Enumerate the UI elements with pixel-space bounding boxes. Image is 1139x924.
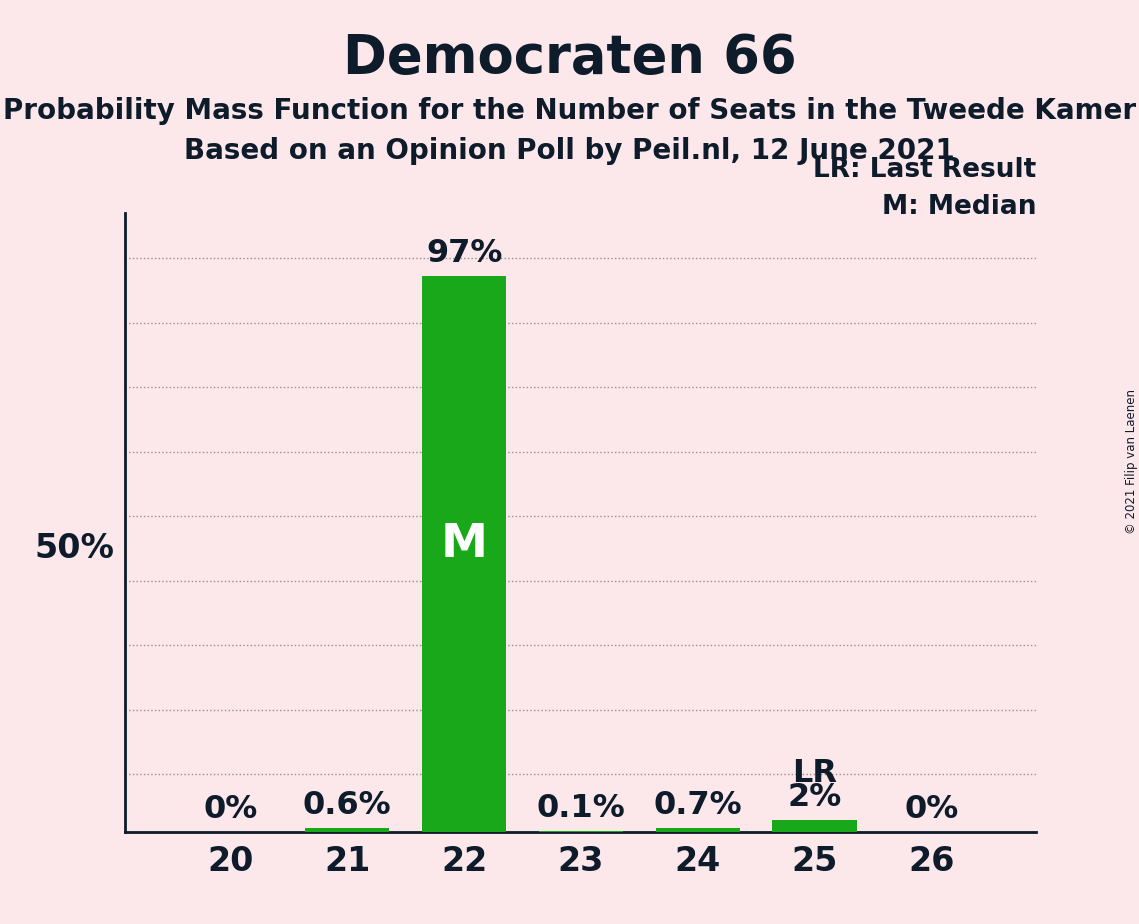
Text: 0%: 0% xyxy=(904,794,959,825)
Text: Probability Mass Function for the Number of Seats in the Tweede Kamer: Probability Mass Function for the Number… xyxy=(3,97,1136,125)
Bar xyxy=(772,821,857,832)
Text: 0.6%: 0.6% xyxy=(303,790,392,821)
Text: Democraten 66: Democraten 66 xyxy=(343,32,796,84)
Bar xyxy=(423,275,506,832)
Text: © 2021 Filip van Laenen: © 2021 Filip van Laenen xyxy=(1124,390,1138,534)
Text: 97%: 97% xyxy=(426,237,502,269)
Text: M: M xyxy=(441,522,487,567)
Text: LR: Last Result: LR: Last Result xyxy=(813,157,1036,183)
Bar xyxy=(656,828,739,832)
Text: 2%: 2% xyxy=(787,783,842,813)
Text: 0.7%: 0.7% xyxy=(654,790,741,821)
Bar xyxy=(305,828,390,832)
Text: 0%: 0% xyxy=(203,794,257,825)
Text: 0.1%: 0.1% xyxy=(536,793,625,824)
Text: LR: LR xyxy=(792,758,837,788)
Text: Based on an Opinion Poll by Peil.nl, 12 June 2021: Based on an Opinion Poll by Peil.nl, 12 … xyxy=(185,137,954,164)
Text: M: Median: M: Median xyxy=(882,194,1036,220)
